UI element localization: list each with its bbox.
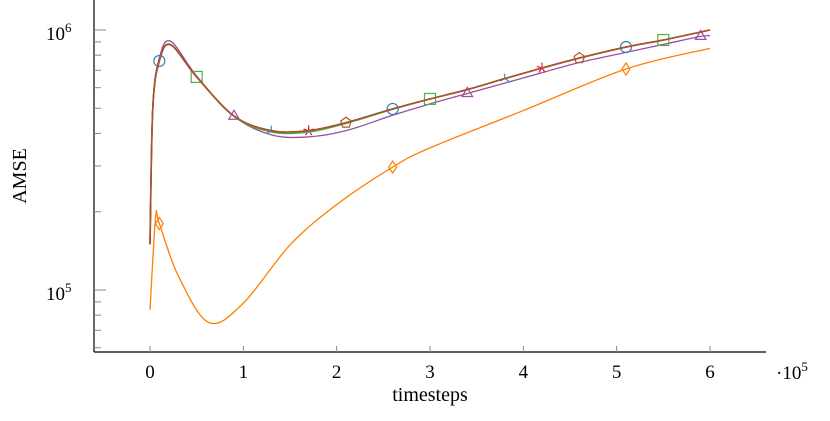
y-axis-label: AMSE	[9, 148, 31, 204]
square-marker	[190, 70, 203, 84]
x-axis-label: timesteps	[392, 384, 468, 406]
series-5	[149, 29, 711, 245]
x-tick-label: 3	[425, 362, 435, 383]
pentagon-marker	[573, 51, 586, 64]
circle-marker	[153, 54, 166, 68]
series-line	[149, 47, 711, 325]
x-tick-label: 2	[332, 362, 342, 383]
triangle-marker	[461, 86, 474, 98]
triangle-marker	[694, 29, 707, 40]
x-tick-label: 6	[705, 362, 715, 383]
circle-marker	[619, 40, 633, 54]
square-marker	[657, 33, 670, 47]
series-line	[149, 29, 711, 245]
x-tick-label: 0	[145, 362, 155, 383]
square-marker	[423, 92, 437, 106]
x-tick-label: 4	[519, 362, 529, 383]
series-layer	[149, 29, 711, 325]
series-line	[149, 34, 711, 245]
series-6	[149, 47, 711, 325]
y-tick-label-1e5: 105	[46, 280, 72, 305]
ticks-layer: 0 1 2 3 4 5 6	[94, 29, 715, 383]
x-tick-label: 1	[239, 362, 249, 383]
diamond-marker	[387, 160, 398, 175]
x-multiplier-label: ·105	[776, 359, 808, 384]
diamond-marker	[621, 61, 631, 77]
axes-layer	[93, 0, 766, 353]
circle-marker	[386, 102, 399, 116]
y-tick-label-1e6: 106	[46, 20, 72, 45]
diamond-marker	[154, 216, 165, 231]
x-tick-label: 5	[612, 362, 622, 383]
pentagon-marker	[340, 116, 352, 128]
